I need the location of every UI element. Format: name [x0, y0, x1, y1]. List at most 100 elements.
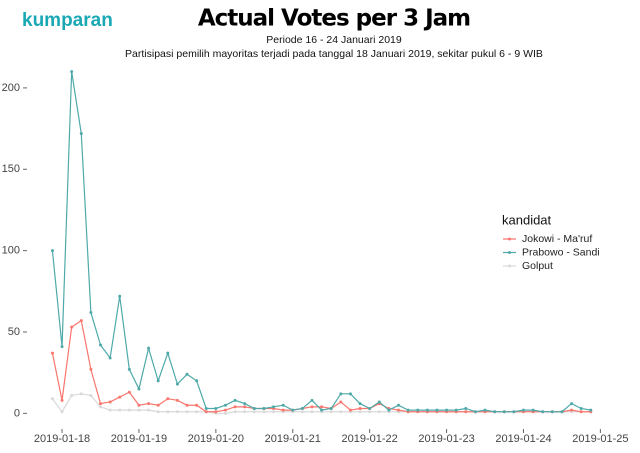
brand-logo: kumparan — [22, 10, 113, 31]
data-point — [358, 410, 362, 414]
data-point — [570, 402, 574, 406]
data-point — [310, 405, 314, 409]
data-point — [445, 408, 449, 412]
data-point — [425, 408, 429, 412]
data-point — [233, 398, 237, 402]
x-tick-label: 2019-01-21 — [265, 433, 321, 445]
data-point — [454, 408, 458, 412]
data-point — [368, 406, 372, 410]
x-tick-label: 2019-01-23 — [418, 433, 474, 445]
data-point — [262, 406, 266, 410]
legend-label: Jokowi - Ma'ruf — [522, 233, 592, 245]
data-point — [166, 351, 170, 355]
data-point — [175, 382, 179, 386]
data-point — [70, 70, 74, 74]
data-point — [243, 402, 247, 406]
data-point — [70, 325, 74, 329]
data-point — [204, 406, 208, 410]
data-point — [185, 372, 189, 376]
data-point — [570, 408, 574, 412]
data-point — [195, 379, 199, 383]
data-point — [70, 393, 74, 397]
data-point — [60, 345, 64, 349]
data-point — [377, 400, 381, 404]
x-tick-label: 2019-01-19 — [111, 433, 167, 445]
data-point — [147, 408, 151, 412]
data-point — [175, 398, 179, 402]
data-point — [147, 402, 151, 406]
data-point — [281, 403, 285, 407]
chart-title: Actual Votes per 3 Jam — [198, 6, 470, 32]
data-point — [156, 379, 160, 383]
data-point — [300, 406, 304, 410]
data-point — [175, 410, 179, 414]
data-point — [512, 410, 516, 414]
data-point — [204, 410, 208, 414]
data-point — [502, 410, 506, 414]
data-point — [368, 410, 372, 414]
data-point — [320, 405, 324, 409]
y-tick-label: 0 — [14, 407, 20, 419]
data-point — [108, 400, 112, 404]
data-point — [531, 408, 535, 412]
data-point — [223, 411, 227, 415]
y-tick-label: 200 — [2, 82, 20, 94]
data-point — [281, 408, 285, 412]
data-point — [137, 408, 141, 412]
data-point — [60, 398, 64, 402]
x-tick-label: 2019-01-20 — [188, 433, 244, 445]
data-point — [435, 408, 439, 412]
data-point — [300, 410, 304, 414]
legend-label: Prabowo - Sandi — [522, 246, 600, 258]
data-point — [89, 393, 93, 397]
legend-title: kandidat — [502, 212, 552, 227]
legend-point — [508, 251, 511, 254]
data-point — [464, 406, 468, 410]
data-point — [156, 403, 160, 407]
data-point — [550, 410, 554, 414]
data-point — [127, 408, 131, 412]
data-point — [339, 392, 343, 396]
data-point — [79, 319, 83, 323]
data-point — [406, 408, 410, 412]
data-point — [358, 402, 362, 406]
data-point — [377, 410, 381, 414]
legend-point — [508, 264, 511, 268]
y-tick-label: 100 — [2, 245, 20, 257]
x-tick-label: 2019-01-22 — [342, 433, 398, 445]
data-point — [166, 397, 170, 401]
legend-point — [508, 237, 511, 241]
data-point — [339, 410, 343, 414]
data-point — [397, 403, 401, 407]
data-point — [195, 410, 199, 414]
data-point — [397, 408, 401, 412]
data-point — [358, 406, 362, 410]
series-line — [51, 71, 591, 413]
data-point — [291, 408, 295, 412]
legend-label: Golput — [522, 260, 553, 272]
chart-annotation: Partisipasi pemilih mayoritas terjadi pa… — [125, 48, 543, 60]
data-point — [252, 410, 256, 414]
data-point — [127, 367, 131, 371]
data-point — [223, 408, 227, 412]
data-point — [89, 310, 93, 314]
data-point — [50, 397, 54, 401]
data-point — [243, 405, 247, 409]
data-point — [147, 346, 151, 350]
data-point — [118, 408, 122, 412]
data-point — [541, 410, 545, 414]
data-point — [272, 405, 276, 409]
data-point — [579, 406, 583, 410]
data-point — [521, 408, 525, 412]
data-point — [60, 410, 64, 414]
data-point — [185, 410, 189, 414]
data-point — [195, 403, 199, 407]
data-point — [473, 410, 477, 414]
data-point — [272, 410, 276, 414]
data-point — [79, 392, 83, 396]
data-point — [89, 367, 93, 371]
data-point — [118, 395, 122, 399]
data-point — [416, 408, 420, 412]
data-point — [483, 408, 487, 412]
